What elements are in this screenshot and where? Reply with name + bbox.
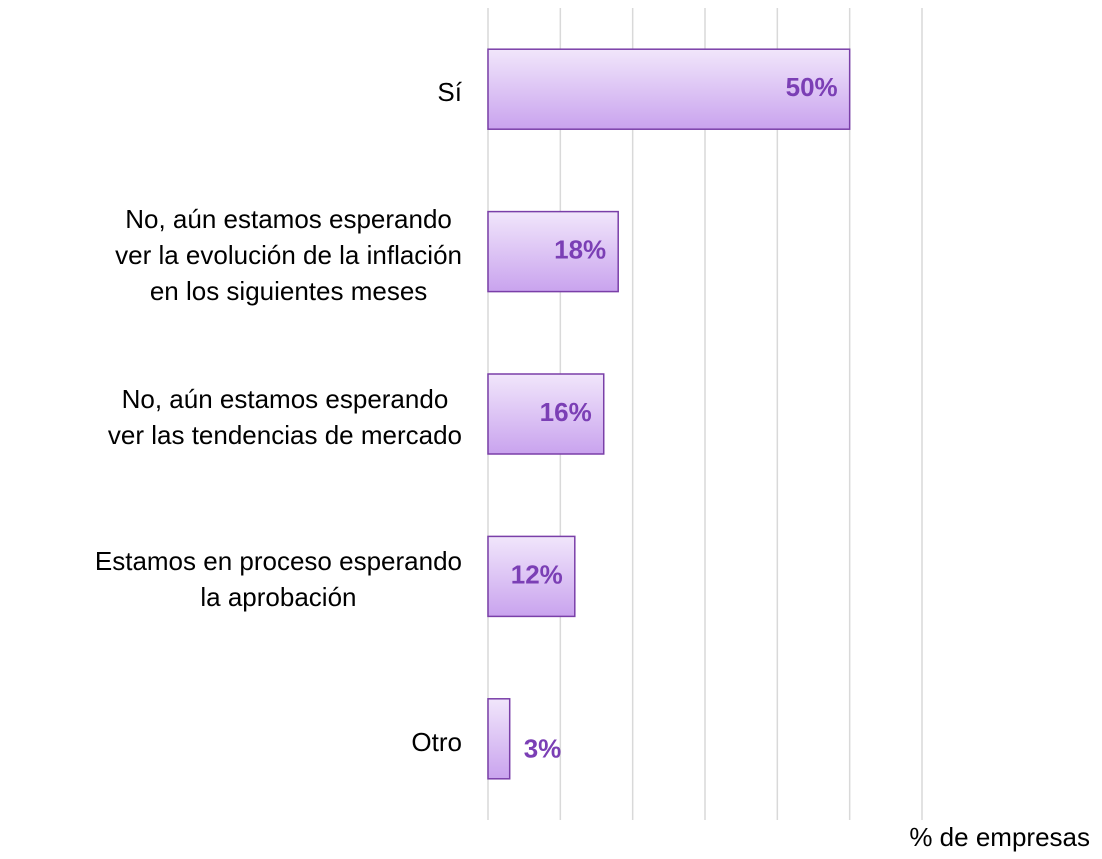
y-tick-label: Sí [437, 77, 462, 108]
y-tick-label: Estamos en proceso esperando la aprobaci… [94, 546, 462, 613]
bar [487, 535, 576, 618]
value-label: 12% [511, 559, 563, 589]
bar [487, 373, 605, 455]
value-label: 16% [540, 397, 592, 427]
value-label: 18% [554, 234, 606, 264]
y-tick-label: No, aún estamos esperando ver la evoluci… [115, 203, 462, 306]
value-label: 3% [524, 734, 562, 764]
bar [487, 698, 511, 780]
value-label: 50% [786, 72, 838, 102]
x-axis-label: % de empresas [909, 822, 1090, 852]
bar [487, 48, 851, 130]
y-tick-label: No, aún estamos esperando ver las tenden… [107, 384, 462, 450]
y-tick-label: Otro [411, 726, 462, 757]
bar [487, 210, 619, 293]
